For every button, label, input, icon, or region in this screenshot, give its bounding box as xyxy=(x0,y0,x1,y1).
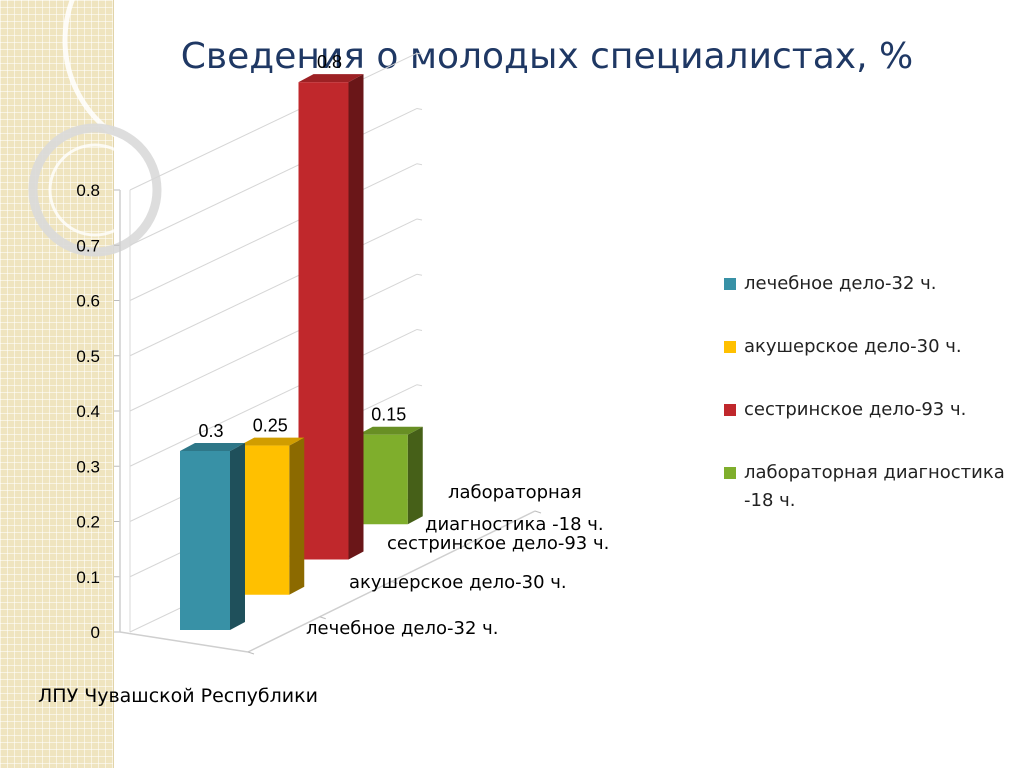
bar-top xyxy=(357,426,423,435)
gridline-side xyxy=(129,52,418,191)
legend-label: сестринское дело-93 ч. xyxy=(744,399,967,420)
legend-item: лабораторная диагностика -18 ч. xyxy=(724,459,1020,511)
legend-swatch-medical xyxy=(724,278,736,290)
value-label: 0.8 xyxy=(317,52,342,72)
bar-top xyxy=(180,442,245,451)
page-title: Сведения о молодых специалистах, % xyxy=(180,36,914,77)
legend-swatch-nursing xyxy=(724,404,736,416)
gridline-back xyxy=(416,273,423,276)
y-tick-label: 0.6 xyxy=(76,292,100,311)
depth-tick-mark xyxy=(391,581,398,584)
category-label: ЛПУ Чувашской Республики xyxy=(38,685,318,707)
gridline-side xyxy=(129,273,418,412)
depth-label-medical: лечебное дело-32 ч. xyxy=(306,618,498,639)
legend-swatch-lab xyxy=(724,467,736,479)
gridline-back xyxy=(416,218,423,221)
depth-tick-mark xyxy=(534,510,542,514)
gridline-side xyxy=(129,163,418,301)
depth-label-lab-2: диагностика -18 ч. xyxy=(425,514,604,535)
bar-front xyxy=(357,434,408,525)
gridline-back xyxy=(416,328,423,331)
bar-top xyxy=(239,437,305,446)
bar-side xyxy=(230,442,245,630)
depth-tick-mark xyxy=(247,651,255,655)
y-tick-label: 0.2 xyxy=(76,513,100,532)
legend-label: лабораторная диагностика -18 ч. xyxy=(744,462,1005,511)
bar-front xyxy=(298,82,349,560)
bar-side xyxy=(407,426,423,525)
gridline-back xyxy=(416,52,423,55)
value-label: 0.3 xyxy=(198,421,223,441)
bar-front xyxy=(239,445,290,595)
depth-tick-mark xyxy=(463,545,470,549)
bar-top xyxy=(298,74,364,83)
gridline-side xyxy=(129,329,418,467)
y-tick-label: 0 xyxy=(91,623,100,642)
y-tick-label: 0.8 xyxy=(76,181,100,200)
depth-label-obstetrics: акушерское дело-30 ч. xyxy=(349,572,567,593)
y-tick-label: 0.3 xyxy=(76,457,100,476)
chart-axes xyxy=(114,189,542,655)
gridline-back xyxy=(416,384,423,387)
y-axis-ticks: 0 0.1 0.2 0.3 0.4 0.5 0.6 0.7 0.8 xyxy=(76,181,100,642)
gridline-back xyxy=(416,163,423,166)
bar-front xyxy=(180,450,230,630)
legend-item: лечебное дело-32 ч. xyxy=(724,270,1020,300)
y-tick-label: 0.1 xyxy=(76,568,100,587)
value-label: 0.15 xyxy=(371,405,406,425)
legend-item: акушерское дело-30 ч. xyxy=(724,333,1020,363)
bar-side xyxy=(289,437,305,595)
gridline-side xyxy=(129,218,418,357)
depth-tick-mark xyxy=(319,616,326,620)
y-tick-label: 0.7 xyxy=(76,236,100,255)
bar-side xyxy=(348,74,364,560)
legend-label: акушерское дело-30 ч. xyxy=(744,336,962,357)
legend-label: лечебное дело-32 ч. xyxy=(744,273,937,294)
chart-legend: лечебное дело-32 ч. акушерское дело-30 ч… xyxy=(724,270,1020,544)
gridline-back xyxy=(416,107,423,110)
y-tick-label: 0.4 xyxy=(76,402,100,421)
value-labels: 0.15 0.8 0.25 0.3 xyxy=(198,52,406,441)
depth-label-nursing: сестринское дело-93 ч. xyxy=(387,533,609,554)
y-tick-label: 0.5 xyxy=(76,347,100,366)
legend-item: сестринское дело-93 ч. xyxy=(724,396,1020,426)
depth-axis-labels: лабораторная диагностика -18 ч. сестринс… xyxy=(306,482,609,639)
gridline-side xyxy=(129,108,418,246)
value-label: 0.25 xyxy=(253,416,288,436)
x-axis-line xyxy=(119,631,249,653)
depth-label-lab-1: лабораторная xyxy=(448,482,582,503)
bars xyxy=(180,74,423,630)
legend-swatch-obstetrics xyxy=(724,341,736,353)
